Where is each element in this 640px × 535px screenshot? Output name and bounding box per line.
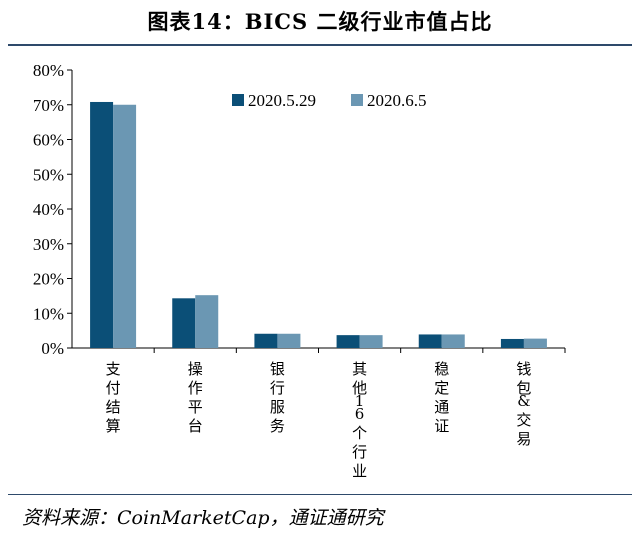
bar <box>441 334 465 348</box>
y-tick-label: 80% <box>33 61 64 80</box>
bar <box>195 295 219 348</box>
bar <box>172 298 196 348</box>
x-category-label: 支付结算 <box>106 360 121 435</box>
y-tick-label: 50% <box>33 165 64 184</box>
y-tick-label: 60% <box>33 131 64 150</box>
bar <box>90 101 114 348</box>
bar <box>277 333 301 348</box>
bar-chart: 0% 10% 20% 30% 40% 50% 60% 70% 80% 支付结算 操作平台 银行服务 其他… <box>33 61 566 480</box>
y-tick-label: 20% <box>33 270 64 289</box>
chart-title: 图表14：BICS 二级行业市值占比 <box>147 9 493 34</box>
bar <box>418 334 442 348</box>
y-tick-label: 70% <box>33 96 64 115</box>
legend-swatch <box>351 94 363 106</box>
y-tick-label: 40% <box>33 200 64 219</box>
y-tick-label: 10% <box>33 304 64 323</box>
bar <box>523 338 547 348</box>
source-note: 资料来源：CoinMarketCap，通证通研究 <box>22 507 384 529</box>
x-category-label: 其他 1 6 个行业 <box>352 360 367 480</box>
x-category-label: 稳定通证 <box>434 360 449 435</box>
bar <box>336 335 360 348</box>
y-tick-label: 0% <box>41 339 64 358</box>
bar <box>359 335 383 348</box>
legend-swatch <box>232 94 244 106</box>
bar <box>254 333 278 348</box>
x-category-label: 操作平台 <box>188 360 203 435</box>
title-rule <box>8 44 632 46</box>
bar <box>500 338 524 348</box>
legend-label: 2020.5.29 <box>248 91 316 110</box>
source-rule <box>8 494 632 495</box>
x-category-label: 钱包&交易 <box>516 360 531 448</box>
x-category-label: 银行服务 <box>270 360 285 435</box>
legend-label: 2020.6.5 <box>367 91 427 110</box>
y-tick-label: 30% <box>33 235 64 254</box>
bar <box>113 104 137 348</box>
